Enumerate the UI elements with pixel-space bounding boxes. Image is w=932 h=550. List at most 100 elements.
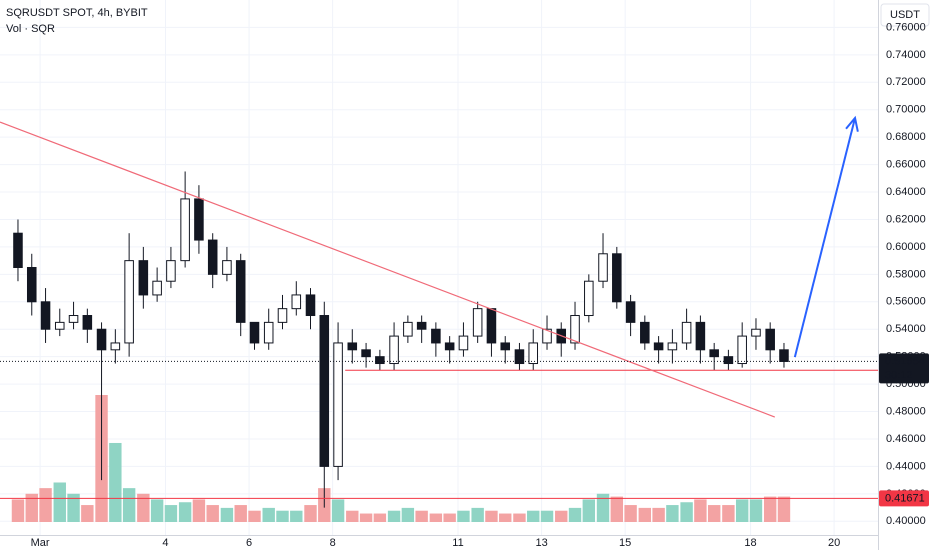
y-tick-label: 0.70000 [886, 104, 926, 116]
volume-bar [666, 505, 679, 522]
x-tick-label: 4 [162, 537, 168, 549]
volume-bar [11, 499, 25, 522]
volume-bar [582, 499, 596, 522]
candle-body [138, 260, 149, 296]
candle-body [514, 349, 525, 365]
candle-body [681, 321, 692, 344]
volume-bar [735, 499, 749, 522]
candle-body [403, 321, 413, 337]
y-tick-label: 0.66000 [886, 159, 926, 171]
volume-bar [777, 496, 791, 522]
candle-body [207, 239, 218, 275]
volume-bar [25, 493, 38, 522]
volume-bar [178, 502, 192, 522]
volume-bar [276, 510, 289, 522]
y-tick-label: 0.74000 [886, 49, 926, 61]
candle-body [667, 342, 678, 351]
volume-bar [234, 505, 247, 522]
candle-body [653, 342, 664, 351]
volume-bar [220, 507, 234, 522]
volume-bar [206, 505, 219, 522]
currency-box[interactable] [880, 3, 930, 27]
volume-bar [638, 507, 652, 522]
volume-bar [680, 502, 693, 522]
countdown-label: 30:12 [885, 369, 913, 381]
candle-body [291, 294, 302, 310]
candle-body [263, 321, 274, 344]
candle-body [124, 260, 134, 344]
candle-body [431, 328, 441, 344]
currency[interactable]: USDT [890, 9, 920, 21]
candle-body [584, 280, 594, 317]
candle-body [333, 342, 343, 467]
candle-body [598, 253, 608, 282]
volume-bar [346, 510, 359, 522]
volume-bar [290, 510, 303, 522]
last-price-box [879, 353, 929, 384]
y-tick-label: 0.56000 [886, 296, 926, 308]
volume-bar [485, 510, 498, 522]
volume-bar [415, 510, 428, 522]
x-tick-label: Mar [31, 537, 50, 549]
candle-body [500, 342, 511, 351]
trendline [0, 121, 775, 418]
volume-label: Vol · SQR [6, 23, 55, 35]
volume-bar [304, 505, 317, 522]
volume-bar [722, 505, 735, 522]
candle-body [751, 328, 761, 337]
candle-body [166, 260, 176, 282]
candle-body [612, 253, 622, 303]
y-tick-label: 0.44000 [886, 460, 926, 472]
y-tick-label: 0.62000 [886, 213, 926, 225]
volume-bar [568, 507, 582, 522]
candle-body [737, 335, 747, 365]
candle-body [361, 349, 371, 358]
volume-bar [81, 505, 94, 522]
volume-bar [513, 513, 526, 522]
candle-body [68, 315, 79, 323]
volume-bar [331, 499, 345, 522]
volume-bar [652, 507, 665, 522]
candle-body [528, 342, 539, 365]
candle-body [319, 315, 330, 467]
candle-body [96, 328, 107, 351]
volume-bar [429, 513, 443, 522]
y-tick-label: 0.60000 [886, 241, 926, 253]
candle-body [458, 335, 469, 351]
volume-bar [150, 499, 164, 522]
volume-bar [694, 499, 707, 522]
candle-body [235, 260, 246, 323]
candle-body [472, 308, 483, 337]
volume-bar [527, 510, 540, 522]
volume-bar [53, 482, 66, 522]
candle-body [277, 308, 288, 323]
candle-body [152, 280, 162, 296]
volume-bar [401, 507, 415, 522]
volume-bar [457, 510, 470, 522]
volume-bar [39, 488, 52, 522]
candle-body [640, 321, 650, 344]
y-tick-label: 0.40000 [886, 515, 926, 527]
candle-body [222, 260, 232, 275]
volume-bar [122, 488, 136, 522]
x-tick-label: 11 [452, 537, 463, 549]
candle-body [110, 342, 121, 351]
volume-bar [610, 496, 624, 522]
x-tick-label: 20 [828, 537, 840, 549]
candle-body [625, 301, 636, 323]
y-tick-label: 0.46000 [886, 433, 926, 445]
arrow-head [845, 115, 859, 132]
candle-body [389, 335, 399, 365]
y-tick-label: 0.64000 [886, 186, 926, 198]
volume-bar [707, 505, 721, 522]
volume-bar [555, 510, 568, 522]
candle-body [13, 232, 23, 268]
volume-bar [596, 493, 610, 522]
volume-bar [387, 510, 401, 522]
x-tick-label: 6 [246, 537, 252, 549]
x-tick-label: 8 [330, 537, 336, 549]
arrow-line [793, 117, 856, 358]
volume-bar [749, 499, 763, 522]
